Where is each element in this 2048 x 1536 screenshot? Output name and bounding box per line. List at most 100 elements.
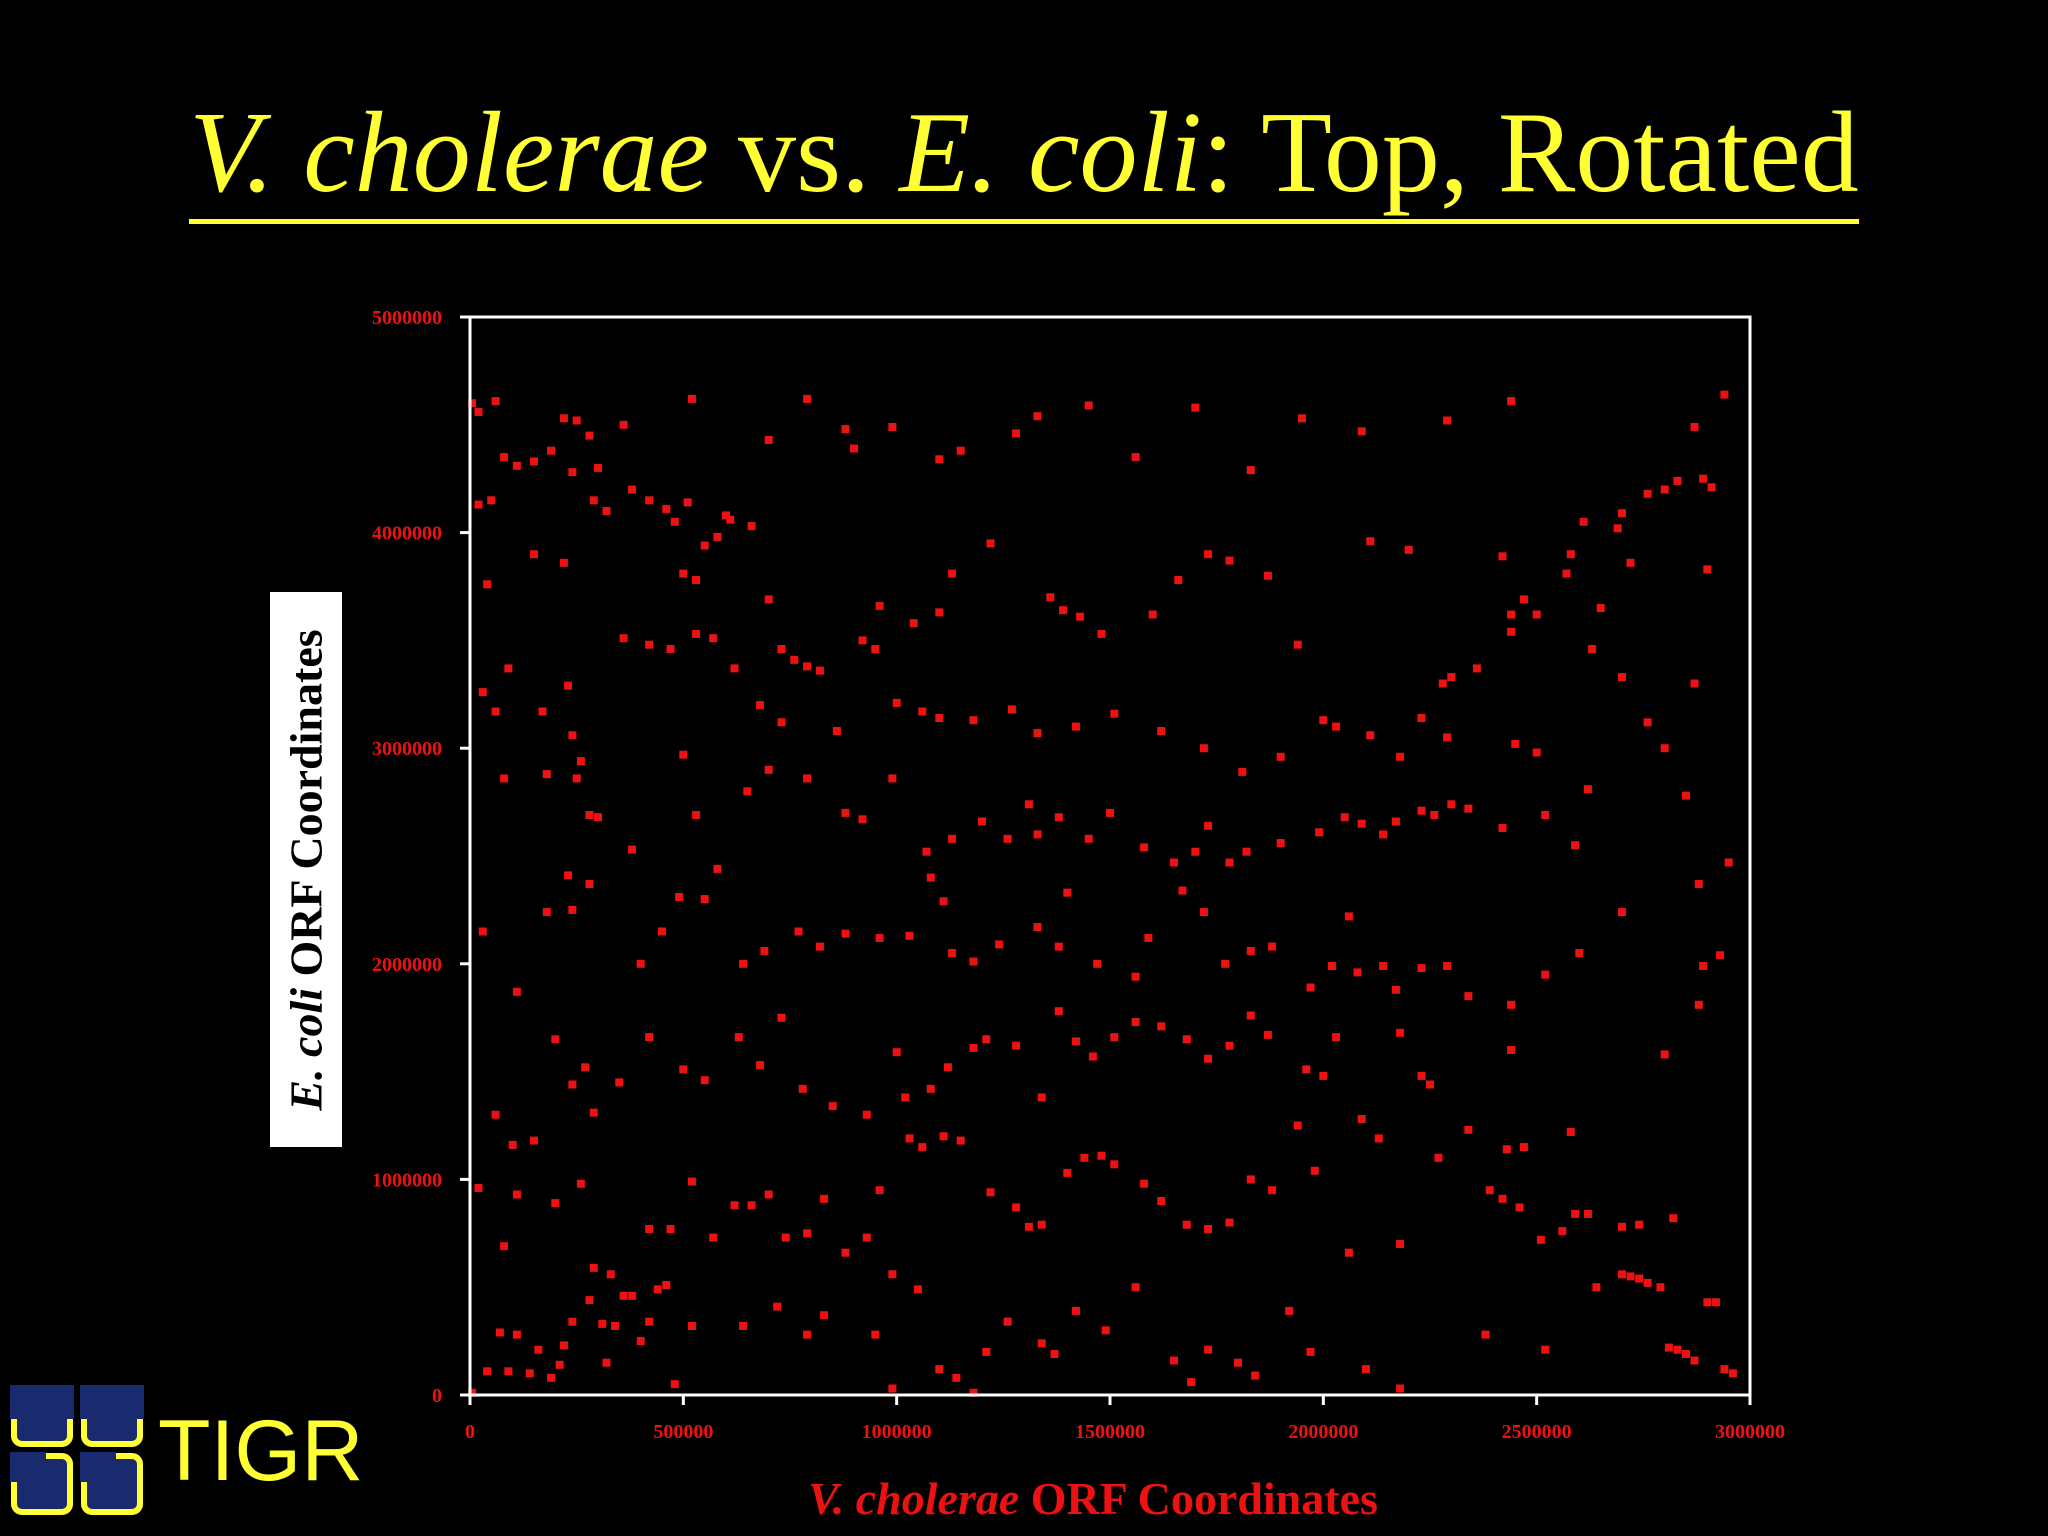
x-tick-label: 500000 (653, 1421, 713, 1443)
data-point (1703, 565, 1712, 574)
data-point (653, 1285, 662, 1294)
data-point (666, 645, 675, 653)
data-point (1519, 1143, 1528, 1152)
data-point (1178, 886, 1187, 895)
data-point (1003, 834, 1012, 843)
data-point (1131, 1283, 1140, 1292)
data-point (1438, 679, 1447, 688)
data-point (760, 946, 769, 955)
data-point (1225, 1041, 1234, 1050)
data-point (986, 539, 995, 548)
data-point (619, 1291, 628, 1300)
data-point (1199, 908, 1208, 917)
data-point (1507, 1046, 1516, 1054)
data-point (1618, 509, 1626, 518)
y-axis-label-background (270, 592, 342, 1147)
data-point (1080, 1153, 1089, 1162)
data-point (495, 1328, 504, 1337)
data-point (1251, 1371, 1260, 1380)
data-point (1315, 828, 1324, 837)
data-point (794, 927, 803, 936)
data-point (628, 485, 637, 494)
data-point (687, 1177, 696, 1186)
data-point (1426, 1080, 1434, 1089)
data-point (1225, 556, 1234, 565)
data-point (982, 1347, 991, 1356)
x-axis-label-species: V. cholerae (808, 1473, 1020, 1524)
data-point (1558, 1227, 1567, 1236)
x-axis-label-text: ORF Coordinates (1019, 1473, 1378, 1524)
data-point (1084, 401, 1093, 410)
data-point (1204, 1054, 1213, 1063)
data-point (1204, 550, 1213, 559)
data-point (1472, 664, 1481, 673)
data-point (1268, 1186, 1277, 1195)
data-point (1396, 1028, 1405, 1037)
data-point (739, 1322, 748, 1330)
data-point (1357, 1115, 1366, 1123)
data-point (602, 507, 611, 515)
data-point (645, 1225, 654, 1233)
data-point (1174, 576, 1183, 584)
data-point (1673, 1345, 1682, 1354)
data-point (730, 1201, 739, 1210)
data-point (615, 1078, 624, 1087)
data-point (1507, 627, 1516, 636)
data-point (1682, 1350, 1690, 1358)
data-point (939, 897, 948, 906)
data-point (1417, 1071, 1426, 1080)
data-point (1579, 517, 1588, 526)
data-point (1344, 912, 1353, 921)
data-points (468, 390, 1737, 1397)
data-point (576, 1179, 585, 1188)
data-point (764, 1190, 773, 1199)
data-point (1699, 962, 1708, 970)
data-point (1690, 679, 1699, 688)
data-point (589, 1108, 598, 1117)
data-point (1003, 1317, 1012, 1326)
data-point (1673, 476, 1682, 485)
data-point (1357, 819, 1366, 828)
data-point (504, 664, 513, 673)
data-point (888, 774, 897, 783)
x-axis: 0 500000 1000000 1500000 2000000 2500000 30000… (465, 1395, 1785, 1443)
data-point (1157, 1022, 1166, 1031)
data-point (551, 1035, 560, 1044)
data-point (978, 817, 986, 826)
data-point (589, 496, 598, 505)
data-point (722, 511, 730, 520)
data-point (1263, 1030, 1272, 1039)
data-point (1447, 800, 1456, 809)
data-point (713, 864, 722, 873)
data-point (832, 727, 841, 735)
data-point (1246, 466, 1255, 475)
data-point (1199, 744, 1208, 753)
data-point (628, 1291, 637, 1300)
data-point (875, 1186, 884, 1195)
data-point (1007, 705, 1016, 714)
data-point (1541, 970, 1550, 979)
data-point (568, 1080, 577, 1089)
data-point (530, 550, 538, 559)
data-point (1033, 412, 1042, 421)
y-tick-label: 3000000 (372, 738, 442, 760)
data-point (547, 1373, 556, 1382)
data-point (1541, 1345, 1550, 1354)
data-point (1618, 1222, 1626, 1231)
data-point (585, 880, 594, 888)
data-point (1050, 1350, 1059, 1358)
data-point (926, 873, 935, 882)
data-point (1268, 942, 1277, 951)
data-point (1054, 813, 1063, 822)
data-point (1613, 524, 1622, 533)
data-point (1664, 1343, 1673, 1352)
data-point (559, 558, 568, 567)
x-tick-label: 2500000 (1502, 1421, 1572, 1443)
title-vs: vs. (709, 89, 900, 217)
data-point (1276, 839, 1285, 848)
data-point (1660, 744, 1669, 753)
data-point (474, 407, 483, 416)
data-point (743, 787, 752, 796)
data-point (756, 1061, 765, 1070)
data-point (700, 541, 709, 550)
